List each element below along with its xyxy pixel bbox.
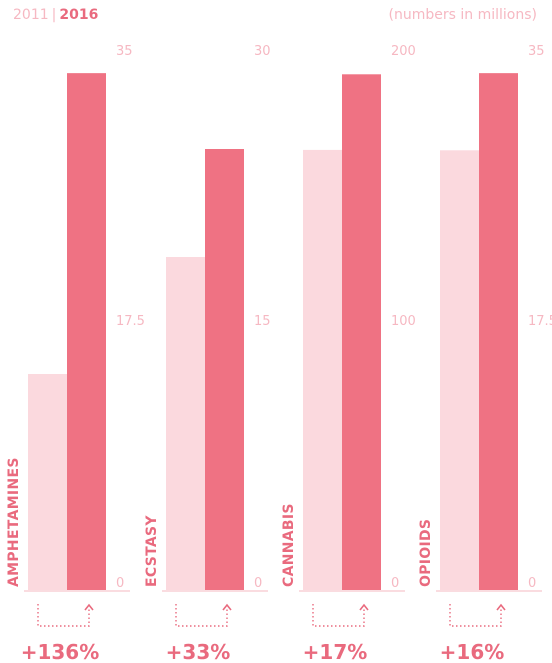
change-percent: +17%	[303, 640, 368, 663]
change-bracket	[37, 604, 90, 627]
category-label-opioids: OPIOIDS	[418, 519, 434, 587]
units-note: (numbers in millions)	[388, 7, 537, 23]
chart-header: 2011 | 2016 (numbers in millions)	[0, 0, 552, 40]
tick-label: 0	[528, 576, 536, 591]
bar-opioids-2016	[479, 73, 518, 590]
tick-label: 15	[254, 314, 271, 329]
tick-label: 35	[116, 44, 133, 59]
tick-label: 35	[528, 44, 545, 59]
tick-label: 30	[254, 44, 271, 59]
legend-year-2011: 2011	[13, 7, 49, 23]
legend: 2011 | 2016	[13, 7, 98, 23]
tick-label: 0	[254, 576, 262, 591]
bar-ecstasy-2016	[205, 149, 244, 590]
change-percent: +33%	[166, 640, 231, 663]
bar-cannabis-2016	[342, 74, 381, 591]
change-percent: +136%	[21, 640, 100, 663]
legend-separator: |	[51, 7, 57, 23]
arrow-up-icon	[222, 603, 232, 611]
arrow-up-icon	[84, 603, 94, 611]
legend-year-2016: 2016	[59, 7, 99, 23]
tick-label: 0	[116, 576, 124, 591]
tick-label: 100	[391, 314, 416, 329]
arrow-up-icon	[496, 603, 506, 611]
change-bracket	[175, 604, 228, 627]
change-bracket	[449, 604, 502, 627]
panel-amphetamines: 35 17.5 0 AMPHETAMINES +136%	[6, 44, 145, 663]
panel-ecstasy: 30 15 0 ECSTASY +33%	[144, 44, 271, 663]
panel-opioids: 35 17.5 0 OPIOIDS +16%	[418, 44, 552, 663]
bar-ecstasy-2011	[166, 257, 205, 590]
bar-opioids-2011	[440, 150, 479, 591]
category-label-ecstasy: ECSTASY	[144, 515, 160, 587]
tick-label: 0	[391, 576, 399, 591]
change-bracket	[312, 604, 365, 627]
panel-cannabis: 200 100 0 CANNABIS +17%	[281, 44, 416, 663]
tick-label: 200	[391, 44, 416, 59]
bar-cannabis-2011	[303, 149, 342, 590]
category-label-cannabis: CANNABIS	[281, 503, 297, 587]
tick-label: 17.5	[116, 314, 145, 329]
bar-amphetamines-2016	[67, 73, 106, 590]
category-label-amphetamines: AMPHETAMINES	[6, 457, 22, 587]
arrow-up-icon	[359, 603, 369, 611]
tick-label: 17.5	[528, 314, 552, 329]
bar-amphetamines-2011	[28, 374, 67, 590]
change-percent: +16%	[440, 640, 505, 663]
